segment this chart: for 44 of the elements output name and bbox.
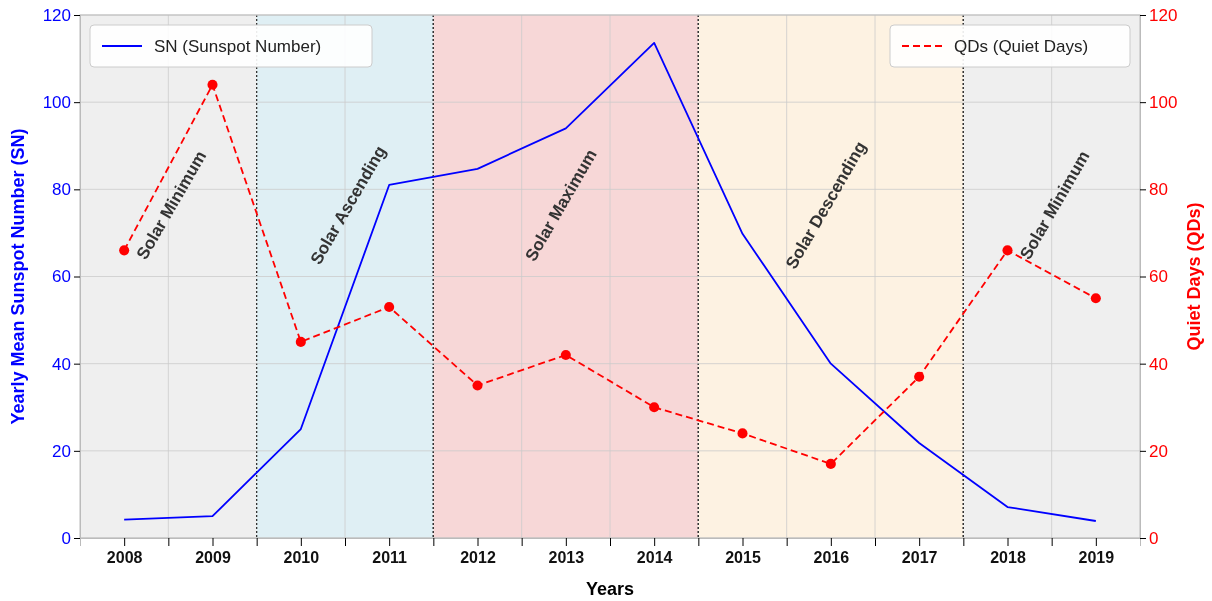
x-tick-label: 2012 xyxy=(460,549,496,567)
point xyxy=(649,402,660,413)
y-tick-label: 0 xyxy=(61,528,71,548)
y2-tick-label: 80 xyxy=(1149,180,1168,200)
x-tick-label: 2011 xyxy=(372,549,408,567)
y2-tick-label: 0 xyxy=(1149,528,1159,548)
x-tick-label: 2008 xyxy=(106,549,143,567)
x-axis-title: Years xyxy=(585,579,635,599)
y-axis-title: Yearly Mean Sunspot Number (SN) xyxy=(8,128,28,425)
y2-tick-label: 120 xyxy=(1149,5,1178,25)
y-tick-label: 40 xyxy=(52,354,71,374)
x-tick-label: 2019 xyxy=(1078,549,1115,567)
point xyxy=(1002,245,1013,256)
y-tick-label: 80 xyxy=(52,180,71,200)
point xyxy=(737,428,748,439)
point xyxy=(207,79,218,90)
y2-axis-title: Quiet Days (QDs) xyxy=(1184,202,1204,351)
y-tick-label: 120 xyxy=(42,5,71,25)
x-tick-label: 2018 xyxy=(990,549,1026,567)
y-tick-label: 20 xyxy=(52,441,71,461)
legend-label: SN (Sunspot Number) xyxy=(154,37,322,56)
y2-tick-label: 100 xyxy=(1149,93,1178,113)
point xyxy=(295,336,306,347)
y2-tick-label: 60 xyxy=(1149,267,1168,287)
point xyxy=(560,349,571,360)
point xyxy=(384,301,395,313)
point xyxy=(472,380,483,391)
y-tick-label: 100 xyxy=(42,93,71,113)
x-tick-label: 2017 xyxy=(901,549,938,567)
point xyxy=(914,371,925,382)
line-series xyxy=(123,41,1097,522)
y2-tick-label: 40 xyxy=(1149,354,1168,374)
point xyxy=(825,458,836,469)
x-tick-label: 2016 xyxy=(813,549,850,567)
y-tick-label: 60 xyxy=(52,267,71,287)
x-tick-label: 2010 xyxy=(283,549,320,567)
legend-label: QDs (Quiet Days) xyxy=(954,37,1089,56)
point xyxy=(1090,293,1101,304)
y2-tick-label: 20 xyxy=(1149,441,1168,461)
x-tick-label: 2015 xyxy=(725,549,761,567)
point xyxy=(119,245,130,256)
x-tick-label: 2014 xyxy=(636,549,673,567)
x-tick-label: 2013 xyxy=(548,549,585,567)
x-tick-label: 2009 xyxy=(195,549,231,567)
